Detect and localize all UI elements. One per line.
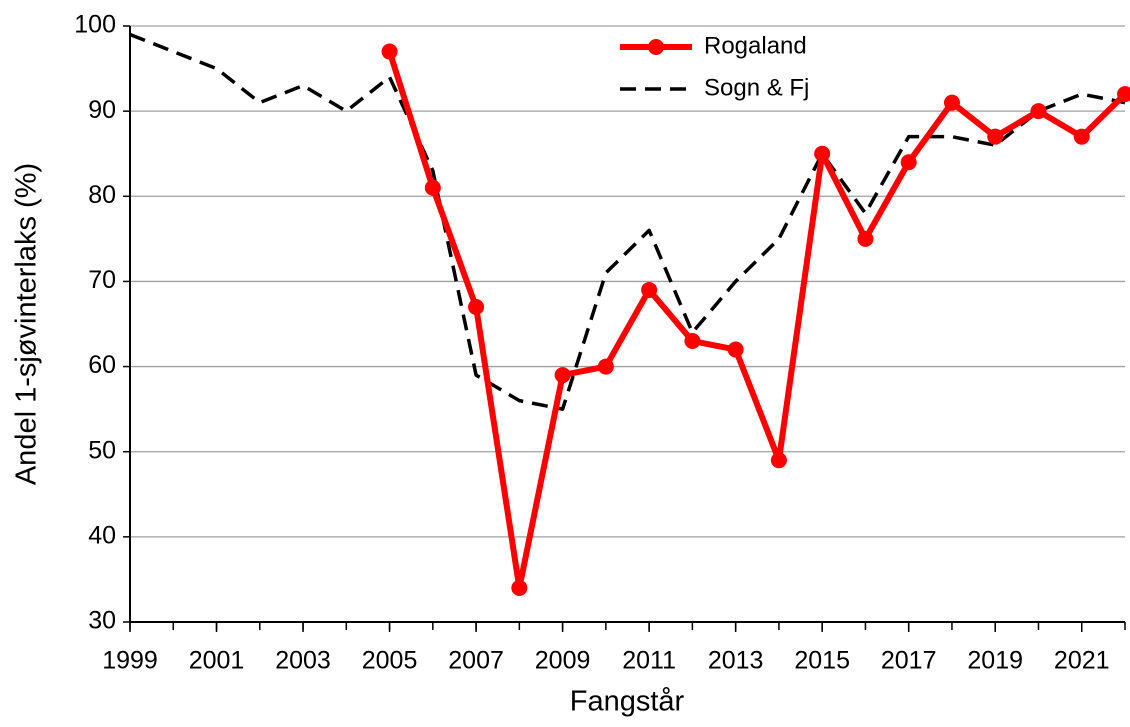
point — [857, 230, 874, 247]
point — [597, 358, 614, 375]
point — [1117, 86, 1130, 103]
point — [554, 367, 571, 384]
x-tick-label: 2017 — [881, 647, 937, 675]
y-tick-label: 80 — [88, 181, 116, 209]
y-tick-label: 30 — [88, 607, 116, 635]
legend-label: Rogaland — [704, 32, 807, 59]
series-line — [386, 50, 1128, 591]
point — [943, 94, 960, 111]
x-tick-label: 1999 — [102, 647, 158, 675]
point — [814, 145, 831, 162]
x-tick-label: 2009 — [535, 647, 591, 675]
point — [424, 179, 441, 196]
legend-item: Rogaland — [620, 32, 807, 59]
y-tick-label: 40 — [88, 521, 116, 549]
y-tick-label: 60 — [88, 351, 116, 379]
y-tick-label: 100 — [74, 11, 116, 39]
x-tick-label: 2015 — [794, 647, 850, 675]
legend-marker — [648, 39, 664, 55]
point — [1030, 103, 1047, 120]
x-tick-label: 2011 — [622, 647, 676, 675]
series-line — [129, 32, 1126, 411]
point — [381, 43, 398, 60]
x-tick-label: 2005 — [362, 647, 418, 675]
point — [511, 579, 528, 596]
y-tick-label: 50 — [88, 436, 116, 464]
x-tick-label: 2019 — [967, 647, 1023, 675]
point — [727, 341, 744, 358]
point — [641, 281, 658, 298]
x-tick-label: 2001 — [189, 647, 245, 675]
x-tick-label: 2003 — [275, 647, 331, 675]
point — [987, 128, 1004, 145]
y-tick-label: 70 — [88, 266, 116, 294]
point — [468, 298, 485, 315]
x-tick-label: 2007 — [448, 647, 504, 675]
y-axis-title: Andel 1-sjøvinterlaks (%) — [11, 163, 43, 485]
legend-label: Sogn & Fj — [704, 74, 809, 101]
x-axis-title: Fangstår — [570, 686, 685, 718]
x-tick-label: 2021 — [1054, 647, 1110, 675]
point — [1073, 128, 1090, 145]
y-tick-label: 90 — [88, 96, 116, 124]
point — [900, 154, 917, 171]
point — [684, 333, 701, 350]
legend-item: Sogn & Fj — [620, 74, 809, 101]
point — [770, 452, 787, 469]
x-tick-label: 2013 — [708, 647, 764, 675]
